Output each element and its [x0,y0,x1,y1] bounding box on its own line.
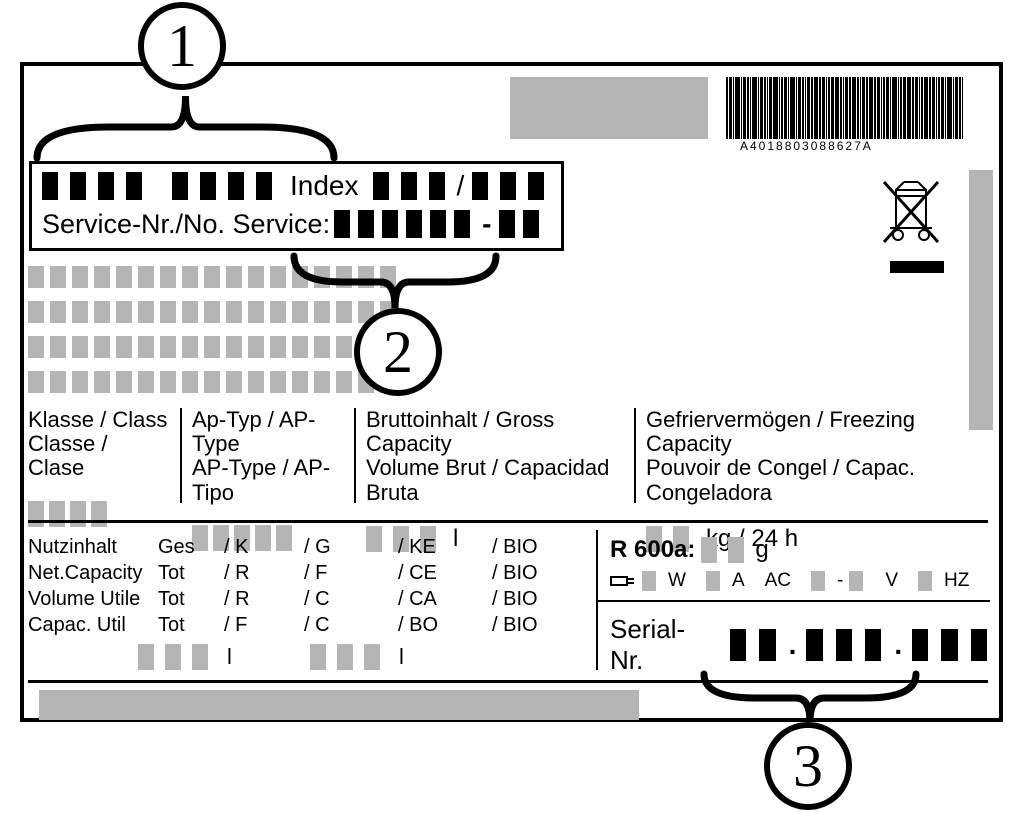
nutzinhalt-grid: NutzinhaltGes/ K/ G/ KE/ BIONet.Capacity… [28,536,588,637]
freeze-h2: Pouvoir de Congel / Capac. Congeladora [646,456,1006,504]
nutz-cell: / BIO [492,562,562,585]
nutz-cell: Volume Utile [28,588,158,611]
pw-v: V [885,570,898,592]
freeze-section: Gefriervermögen / Freezing Capacity Pouv… [646,408,1006,553]
brace-2 [290,252,500,312]
klasse-h2: Classe / Clase [28,432,168,480]
callout-1: 1 [138,2,226,90]
pw-w: W [668,570,686,592]
nutz-cell: / BO [398,614,492,637]
service-label: Service-Nr./No. Service: [42,209,330,240]
callout-2-number: 2 [383,318,413,387]
sep-3 [634,408,636,503]
aptyp-h2: AP-Type / AP-Tipo [192,456,362,504]
side-strip [969,170,993,430]
nutz-unit-2: l [399,644,404,670]
nutz-cell: / BIO [492,588,562,611]
callout-3-number: 3 [793,732,823,801]
service-row: Service-Nr./No. Service: - [32,208,561,246]
nutz-cell: / R [224,562,304,585]
nutz-cell: Capac. Util [28,614,158,637]
weee-bar [890,261,944,273]
pw-a: A [732,570,745,592]
nutz-cell: Tot [158,562,224,585]
brace-1 [33,92,338,162]
klasse-section: Klasse / Class Classe / Clase [28,408,168,532]
index-row: Index / [32,164,561,208]
nutz-cell: Tot [158,588,224,611]
refrigerant-unit: g [755,536,768,564]
callout-3: 3 [764,722,852,810]
footer-grey [39,690,639,720]
brutto-h1: Bruttoinhalt / Gross Capacity [366,408,636,456]
barcode [726,77,970,139]
sep-2 [354,408,356,503]
freeze-h1: Gefriervermögen / Freezing Capacity [646,408,1006,456]
brutto-h2: Volume Brut / Capacidad Bruta [366,456,636,504]
nutz-cell: Ges [158,536,224,559]
aptyp-section: Ap-Typ / AP-Type AP-Type / AP-Tipo [192,408,362,556]
refrigerant-label: R 600a: [610,536,695,564]
nutz-cell: / F [224,614,304,637]
barcode-text: A4018803088627A [740,139,873,153]
sep-1 [180,408,182,503]
nutz-cell: Nutzinhalt [28,536,158,559]
callout-2: 2 [354,308,442,396]
nutz-cell: / KE [398,536,492,559]
nutz-cell: / CE [398,562,492,585]
plug-icon [610,573,636,589]
nutz-cell: / BIO [492,614,562,637]
nutz-cell: / K [224,536,304,559]
grey-header-block [510,77,708,139]
nutz-cell: Tot [158,614,224,637]
serial-label: Serial-Nr. [610,614,708,676]
callout-1-number: 1 [167,12,197,81]
nutz-cell: / C [304,588,398,611]
aptyp-h1: Ap-Typ / AP-Type [192,408,362,456]
klasse-h1: Klasse / Class [28,408,168,432]
nutz-cell: / CA [398,588,492,611]
hr-serial [596,600,990,602]
brace-3 [700,670,920,726]
hr-1 [28,520,988,523]
nutz-unit-1: l [227,644,232,670]
power-section: R 600a: g W A AC - V HZ Serial-Nr. . . [610,536,990,676]
pw-dash: - [837,570,843,592]
index-label: Index [290,170,359,202]
nutz-cell: / C [304,614,398,637]
pw-ac: AC [765,570,791,592]
nutz-cell: Net.Capacity [28,562,158,585]
nutz-cell: / F [304,562,398,585]
nutz-cell: / R [224,588,304,611]
weee-icon [876,178,946,256]
nutz-cell: / BIO [492,536,562,559]
nutz-cell: / G [304,536,398,559]
header-box: Index / Service-Nr./No. Service: - [29,161,564,251]
pw-hz: HZ [944,570,969,592]
